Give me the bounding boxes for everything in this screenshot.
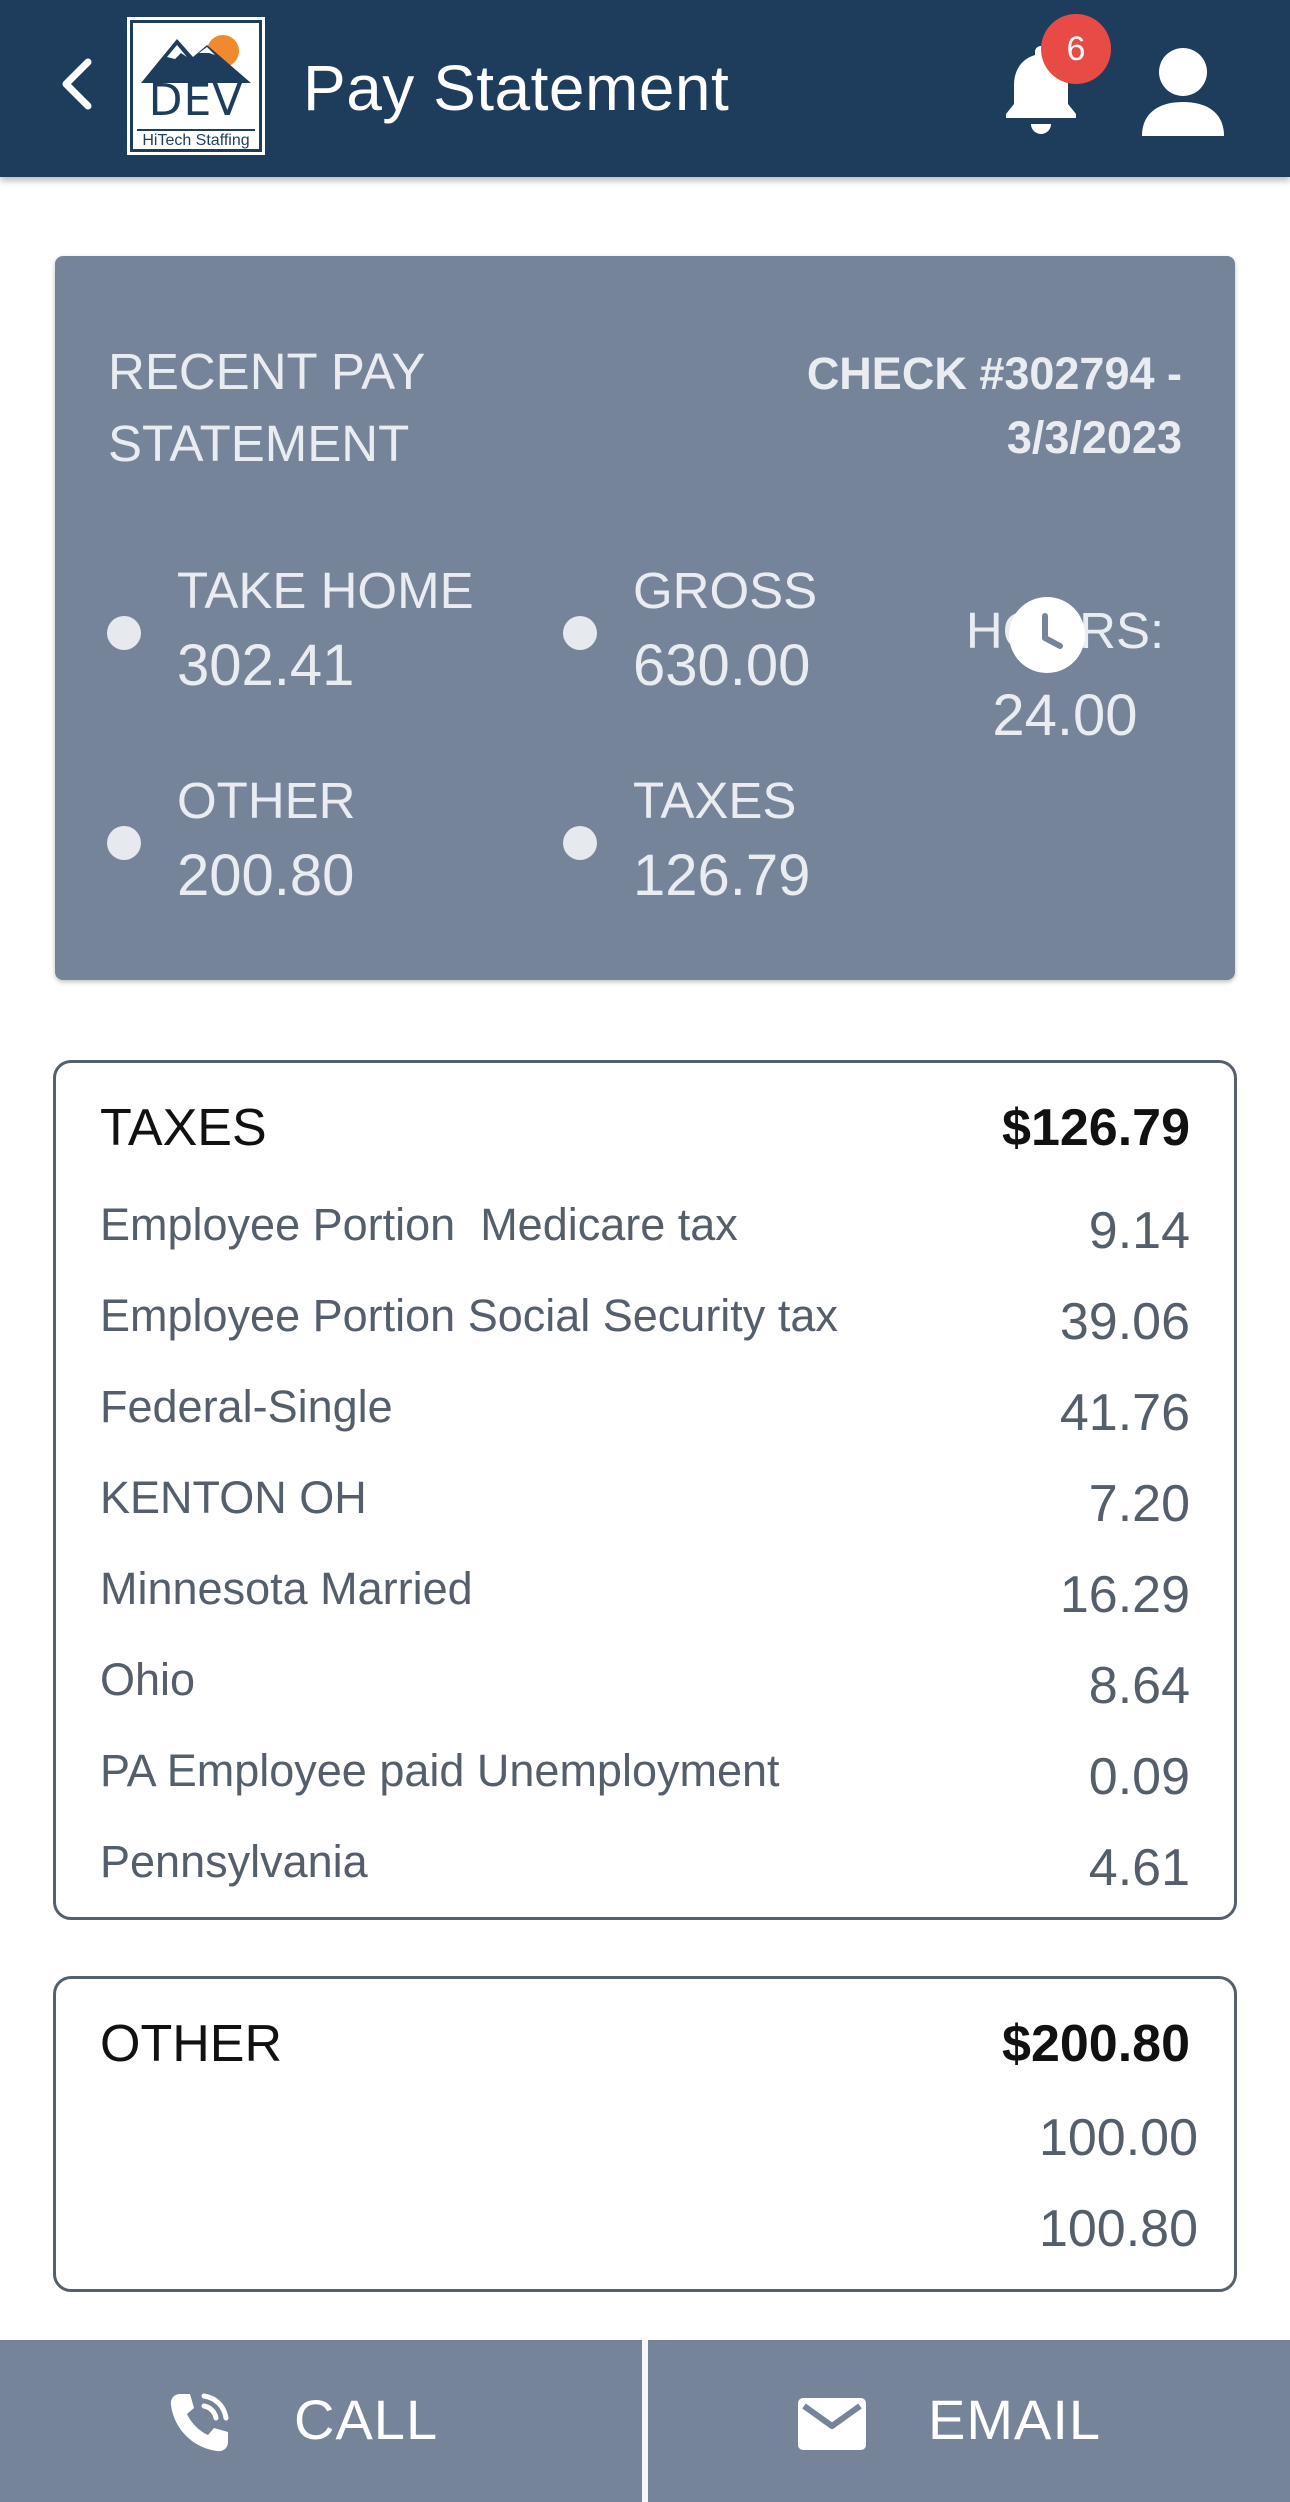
summary-title: RECENT PAY STATEMENT (108, 343, 425, 472)
item-value: 100.00 (1038, 2109, 1198, 2167)
call-button[interactable]: CALL (0, 2340, 642, 2502)
list-item: KENTON OH 7.20 (100, 1463, 1190, 1543)
item-value: 100.80 (1038, 2200, 1198, 2258)
list-item: Pennsylvania 4.61 (100, 1827, 1190, 1907)
bullet-dot (563, 826, 597, 860)
item-value: 7.20 (1088, 1475, 1190, 1533)
item-value: 0.09 (1088, 1748, 1190, 1806)
mountain-logo-icon (141, 35, 251, 83)
metric-value: 630.00 (633, 633, 811, 698)
page-title: Pay Statement (303, 52, 730, 124)
phone-icon (170, 2393, 229, 2452)
item-label: Federal-Single (100, 1381, 393, 1432)
email-button[interactable]: EMAIL (648, 2340, 1290, 2502)
item-label: Minnesota Married (100, 1563, 473, 1614)
other-card-header: OTHER $200.80 (100, 2009, 1190, 2079)
list-item: Employee Portion Social Security tax 39.… (100, 1281, 1190, 1361)
bottom-action-bar: CALL EMAIL (0, 2340, 1290, 2502)
metric-value: 126.79 (633, 843, 811, 908)
list-item: PA Employee paid Unemployment 0.09 (100, 1736, 1190, 1816)
taxes-card: TAXES $126.79 Employee Portion Medicare … (53, 1060, 1237, 1920)
profile-button[interactable] (1138, 42, 1228, 142)
call-label: CALL (294, 2388, 439, 2451)
list-item: Federal-Single 41.76 (100, 1372, 1190, 1452)
item-label: Pennsylvania (100, 1836, 368, 1887)
bullet-dot (107, 826, 141, 860)
back-button[interactable] (48, 48, 108, 120)
list-item: 100.80 (100, 2188, 1198, 2268)
bullet-dot (563, 616, 597, 650)
metric-label: GROSS (633, 562, 818, 619)
item-label: Employee Portion Social Security tax (100, 1290, 838, 1341)
list-item: Employee Portion Medicare tax 9.14 (100, 1190, 1190, 1270)
card-title: TAXES (100, 1099, 267, 1157)
item-label: KENTON OH (100, 1472, 367, 1523)
item-value: 8.64 (1088, 1657, 1190, 1715)
logo-subtext: HiTech Staffing (137, 129, 255, 151)
clock-icon (1009, 597, 1085, 673)
chevron-left-icon (62, 58, 92, 110)
metric-value: 302.41 (177, 633, 355, 698)
divider (642, 2340, 648, 2502)
metric-label: TAKE HOME (177, 562, 474, 619)
list-item: 100.00 (100, 2097, 1198, 2177)
hours-value: 24.00 (992, 683, 1138, 748)
item-label: Ohio (100, 1654, 196, 1705)
item-value: 41.76 (1059, 1384, 1190, 1442)
notification-badge: 6 (1041, 14, 1111, 84)
card-total: $200.80 (1002, 2015, 1190, 2073)
metric-value: 200.80 (177, 843, 355, 908)
email-label: EMAIL (928, 2388, 1102, 2451)
card-title: OTHER (100, 2015, 282, 2073)
taxes-card-header: TAXES $126.79 (100, 1093, 1190, 1163)
item-value: 39.06 (1059, 1293, 1190, 1351)
bullet-dot (107, 616, 141, 650)
list-item: Minnesota Married 16.29 (100, 1554, 1190, 1634)
metric-label: OTHER (177, 772, 356, 829)
item-value: 9.14 (1088, 1202, 1190, 1260)
company-logo: DEV HiTech Staffing (124, 14, 268, 158)
app-header: DEV HiTech Staffing Pay Statement 6 (0, 0, 1290, 177)
item-value: 4.61 (1088, 1839, 1190, 1897)
mail-icon (798, 2398, 866, 2450)
user-icon (1142, 48, 1224, 136)
card-total: $126.79 (1002, 1099, 1190, 1157)
item-label: PA Employee paid Unemployment (100, 1745, 780, 1796)
item-value: 16.29 (1059, 1566, 1190, 1624)
logo-text: DEV (148, 75, 244, 126)
recent-pay-summary-card: RECENT PAY STATEMENT CHECK #302794 - 3/3… (55, 256, 1235, 980)
item-label: Employee Portion Medicare tax (100, 1199, 738, 1250)
list-item: Ohio 8.64 (100, 1645, 1190, 1725)
metric-label: TAXES (633, 772, 797, 829)
other-card: OTHER $200.80 100.00 100.80 (53, 1976, 1237, 2292)
check-number-date: CHECK #302794 - 3/3/2023 (806, 348, 1182, 463)
